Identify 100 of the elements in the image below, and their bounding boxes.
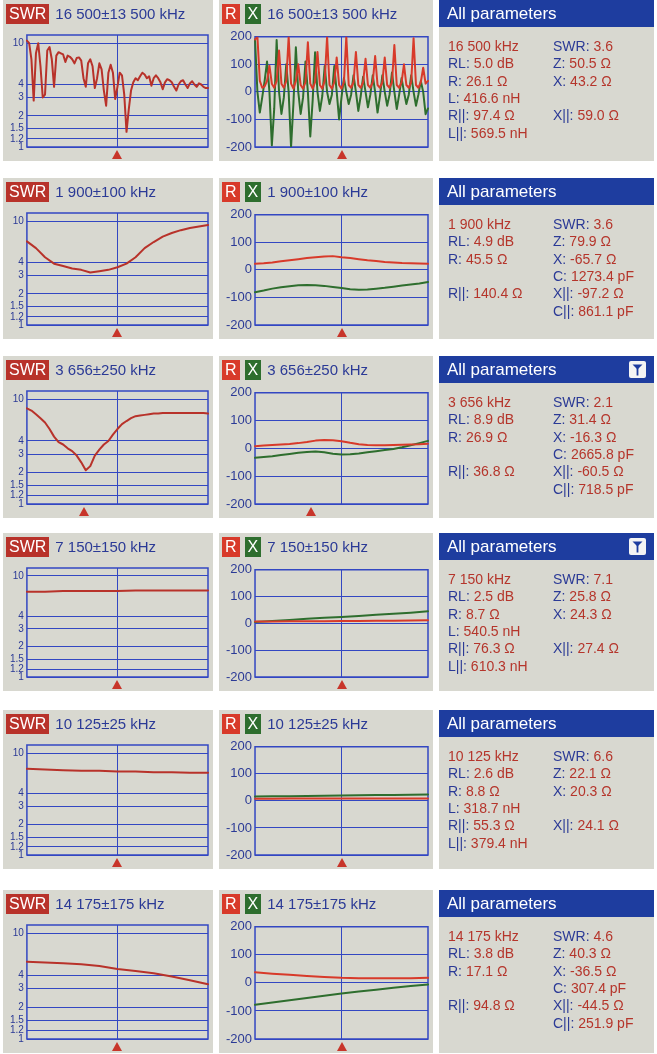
chart-title: 14 175±175 kHz <box>267 894 377 914</box>
legend-label: R <box>225 4 240 24</box>
y-tick-label: 4 <box>18 787 25 799</box>
text: SWR: 6.6 <box>553 748 613 764</box>
legend-label: R <box>225 360 240 380</box>
text: X||: 59.0 Ω <box>553 107 620 124</box>
y-tick-label: 3 <box>18 622 25 634</box>
y-tick-label: -200 <box>225 138 253 154</box>
text: SWR: 7.1 <box>553 571 613 587</box>
y-tick-label: 4 <box>18 434 25 446</box>
y-tick-label: 10 <box>12 927 25 939</box>
text: C: 1273.4 pF <box>553 267 634 284</box>
text: X||: -44.5 Ω <box>553 997 624 1014</box>
y-tick-label: -100 <box>225 111 253 127</box>
text: R: 26.9 Ω <box>448 428 508 445</box>
text: RL: 5.0 dB <box>448 55 515 72</box>
text: 16 500 kHz <box>448 38 519 54</box>
text: RL: 3.8 dB <box>448 945 515 962</box>
text: RL: 4.9 dB <box>448 233 515 250</box>
y-tick-label: 1.5 <box>10 122 25 134</box>
text: R||: 55.3 Ω <box>448 817 515 834</box>
y-tick-label: 100 <box>230 765 253 781</box>
y-tick-label: -200 <box>225 316 253 332</box>
y-tick-label: 2 <box>18 109 25 121</box>
text: Z: 25.8 Ω <box>553 588 611 605</box>
text: L: 540.5 nH <box>448 622 521 639</box>
chart-title: 16 500±13 500 kHz <box>267 4 398 24</box>
text: R||: 94.8 Ω <box>448 997 515 1014</box>
text: R||: 97.4 Ω <box>448 107 515 124</box>
chart-title: 10 125±25 kHz <box>55 714 157 734</box>
legend-label: X <box>247 537 262 557</box>
y-tick-label: 0 <box>244 614 253 630</box>
text: L: 318.7 nH <box>448 799 521 816</box>
y-tick-label: 2 <box>18 640 25 652</box>
y-tick-label: 10 <box>12 746 25 758</box>
text: X: 20.3 Ω <box>553 782 612 799</box>
chart-title: 16 500±13 500 kHz <box>55 4 186 24</box>
y-tick-label: 10 <box>12 393 25 405</box>
chart-title: 1 900±100 kHz <box>267 182 369 202</box>
y-tick-label: 0 <box>244 792 253 808</box>
text: RL: 2.5 dB <box>448 588 515 605</box>
text: X||: 27.4 Ω <box>553 640 620 657</box>
y-tick-label: 10 <box>12 214 25 226</box>
y-tick-label: 1.5 <box>10 830 25 842</box>
y-tick-label: 10 <box>12 569 25 581</box>
text: C||: 718.5 pF <box>553 480 634 497</box>
legend-label: SWR <box>9 360 50 380</box>
text: All parameters <box>439 710 654 737</box>
text: 10 125 kHz <box>448 748 519 764</box>
text: SWR: 3.6 <box>553 216 613 232</box>
text: Z: 50.5 Ω <box>553 55 611 72</box>
text: X: -65.7 Ω <box>553 250 617 267</box>
y-tick-label: 2 <box>18 287 25 299</box>
legend-label: SWR <box>9 537 50 557</box>
text: SWR: 3.6 <box>553 38 613 54</box>
text: L||: 610.3 nH <box>448 657 528 674</box>
y-tick-label: -100 <box>225 641 253 657</box>
text: 1 900 kHz <box>448 216 512 232</box>
text: 14 175 kHz <box>448 928 519 944</box>
legend-label: R <box>225 894 240 914</box>
text: R||: 140.4 Ω <box>448 285 523 302</box>
y-tick-label: -200 <box>225 668 253 684</box>
y-tick-label: 1.5 <box>10 1014 25 1026</box>
text: Z: 40.3 Ω <box>553 945 611 962</box>
legend-label: SWR <box>9 894 50 914</box>
legend-label: X <box>247 894 262 914</box>
y-tick-label: 4 <box>18 609 25 621</box>
text: RL: 2.6 dB <box>448 765 515 782</box>
text: C: 307.4 pF <box>553 979 627 996</box>
text: Z: 79.9 Ω <box>553 233 611 250</box>
text: All parameters <box>439 890 654 917</box>
text: X: -36.5 Ω <box>553 962 617 979</box>
y-tick-label: 100 <box>230 412 253 428</box>
text: 7 150 kHz <box>448 571 512 587</box>
y-tick-label: 0 <box>244 439 253 455</box>
text: X||: -97.2 Ω <box>553 285 624 302</box>
y-tick-label: 0 <box>244 974 253 990</box>
y-tick-label: 100 <box>230 588 253 604</box>
y-tick-label: 0 <box>244 83 253 99</box>
y-tick-label: 3 <box>18 982 25 994</box>
text: X||: -60.5 Ω <box>553 463 624 480</box>
y-tick-label: 1.5 <box>10 652 25 664</box>
text: R||: 36.8 Ω <box>448 463 515 480</box>
text: SWR: 2.1 <box>553 394 613 410</box>
y-tick-label: -100 <box>225 467 253 483</box>
chart-title: 3 656±250 kHz <box>267 360 369 380</box>
y-tick-label: 200 <box>230 561 253 577</box>
y-tick-label: 2 <box>18 818 25 830</box>
y-tick-label: 2 <box>18 1000 25 1012</box>
y-tick-label: 200 <box>230 206 253 222</box>
text: X||: 24.1 Ω <box>553 817 620 834</box>
y-tick-label: 4 <box>18 969 25 981</box>
y-tick-label: 200 <box>230 738 253 754</box>
y-tick-label: -100 <box>225 819 253 835</box>
text: All parameters <box>439 0 654 27</box>
text: R: 8.8 Ω <box>448 782 500 799</box>
y-tick-label: 1.5 <box>10 479 25 491</box>
chart-title: 7 150±150 kHz <box>55 537 157 557</box>
text: X: 24.3 Ω <box>553 605 612 622</box>
y-tick-label: 100 <box>230 946 253 962</box>
